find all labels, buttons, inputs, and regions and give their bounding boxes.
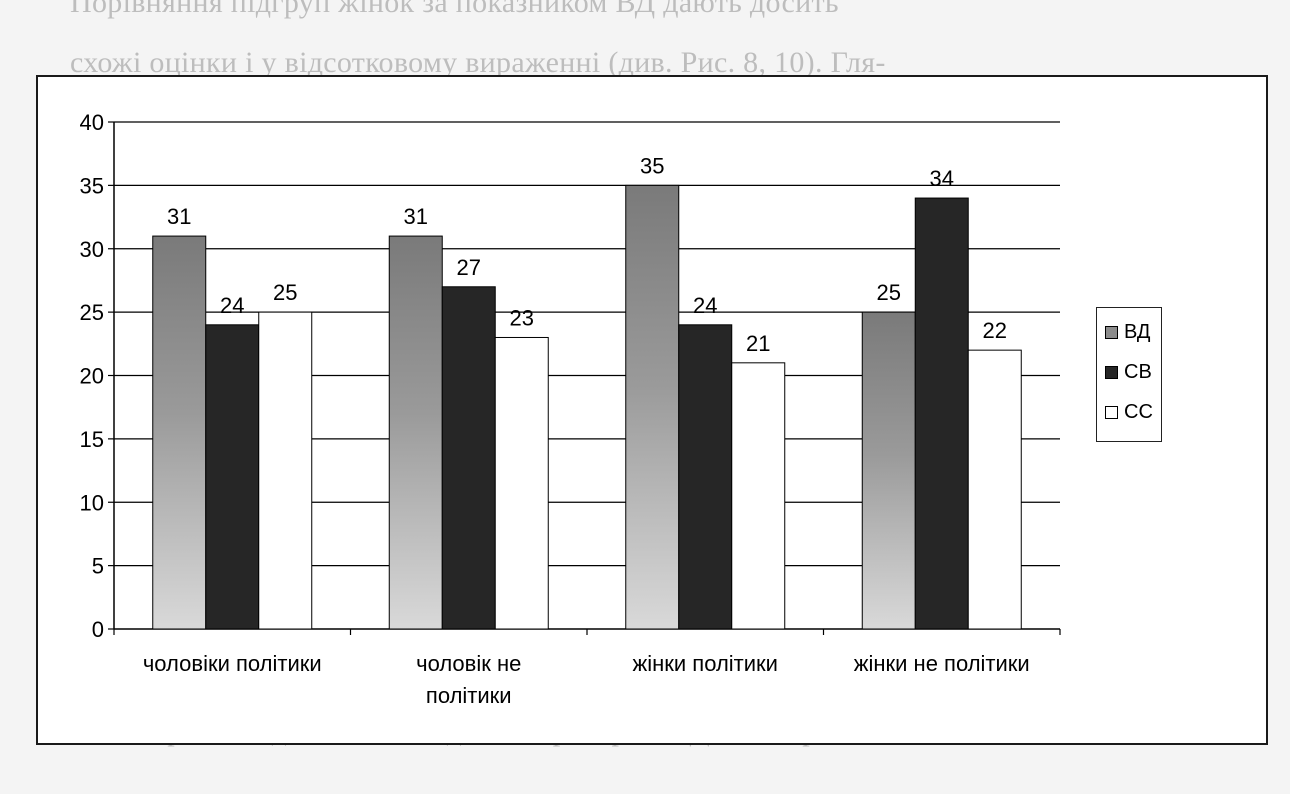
chart-frame: 0 5 10 15 20 25 30 35 40 31 31 35 25 24 27 24 34 25 23 21 22… xyxy=(36,75,1268,745)
y-tick-label: 5 xyxy=(92,554,104,579)
y-tick-label: 35 xyxy=(80,173,104,198)
y-tick-label: 0 xyxy=(92,617,104,642)
category-label: чоловік не xyxy=(416,651,521,676)
bar-ВД xyxy=(861,311,916,630)
legend-item-vd: ВД xyxy=(1105,320,1150,344)
background-text-line: схожі оцінки і у відсотковому вираженні … xyxy=(70,46,886,79)
bar-chart: 0 5 10 15 20 25 30 35 40 31 31 35 25 24 27 24 34 25 23 21 22… xyxy=(80,110,1061,708)
y-tick-label: 20 xyxy=(80,364,104,389)
bar-СВ xyxy=(914,197,969,630)
data-label: 24 xyxy=(693,293,717,318)
data-label: 21 xyxy=(746,331,770,356)
data-label: 31 xyxy=(404,204,428,229)
bar-СС xyxy=(731,362,786,630)
y-tick-label: 40 xyxy=(80,110,104,135)
category-label: політики xyxy=(426,683,512,708)
bar-СВ xyxy=(441,286,496,630)
bar-ВД xyxy=(625,184,680,630)
data-label: 34 xyxy=(930,166,954,191)
category-label: жінки не політики xyxy=(854,651,1030,676)
bar-ВД xyxy=(388,235,443,630)
bar-СС xyxy=(258,311,313,630)
data-label: 22 xyxy=(983,318,1007,343)
category-label: чоловіки політики xyxy=(143,651,322,676)
y-tick-label: 30 xyxy=(80,237,104,262)
bar-ВД xyxy=(152,235,207,630)
bar-СВ xyxy=(678,324,733,630)
background-text-line: Порівняння підгруп жінок за показником В… xyxy=(70,0,839,19)
data-label: 27 xyxy=(457,255,481,280)
y-tick-label: 15 xyxy=(80,427,104,452)
data-label: 23 xyxy=(510,305,534,330)
legend-item-ss: СС xyxy=(1105,400,1153,424)
category-label: жінки політики xyxy=(633,651,778,676)
data-label: 24 xyxy=(220,293,244,318)
data-label: 35 xyxy=(640,153,664,178)
y-tick-label: 10 xyxy=(80,490,104,515)
legend-label-vd: ВД xyxy=(1124,320,1151,343)
legend-label-sv: СВ xyxy=(1124,360,1152,383)
legend-swatch-sv xyxy=(1105,365,1118,379)
data-label: 31 xyxy=(167,204,191,229)
bar-СС xyxy=(967,349,1022,630)
legend-item-sv: СВ xyxy=(1105,360,1152,384)
legend: ВД СВ СС xyxy=(1096,307,1162,442)
data-label: 25 xyxy=(877,280,901,305)
bar-СВ xyxy=(205,324,260,630)
bar-СС xyxy=(494,336,549,630)
legend-label-ss: СС xyxy=(1124,400,1153,423)
data-label: 25 xyxy=(273,280,297,305)
legend-swatch-vd xyxy=(1105,325,1118,339)
y-tick-label: 25 xyxy=(80,300,104,325)
legend-swatch-ss xyxy=(1105,405,1118,419)
